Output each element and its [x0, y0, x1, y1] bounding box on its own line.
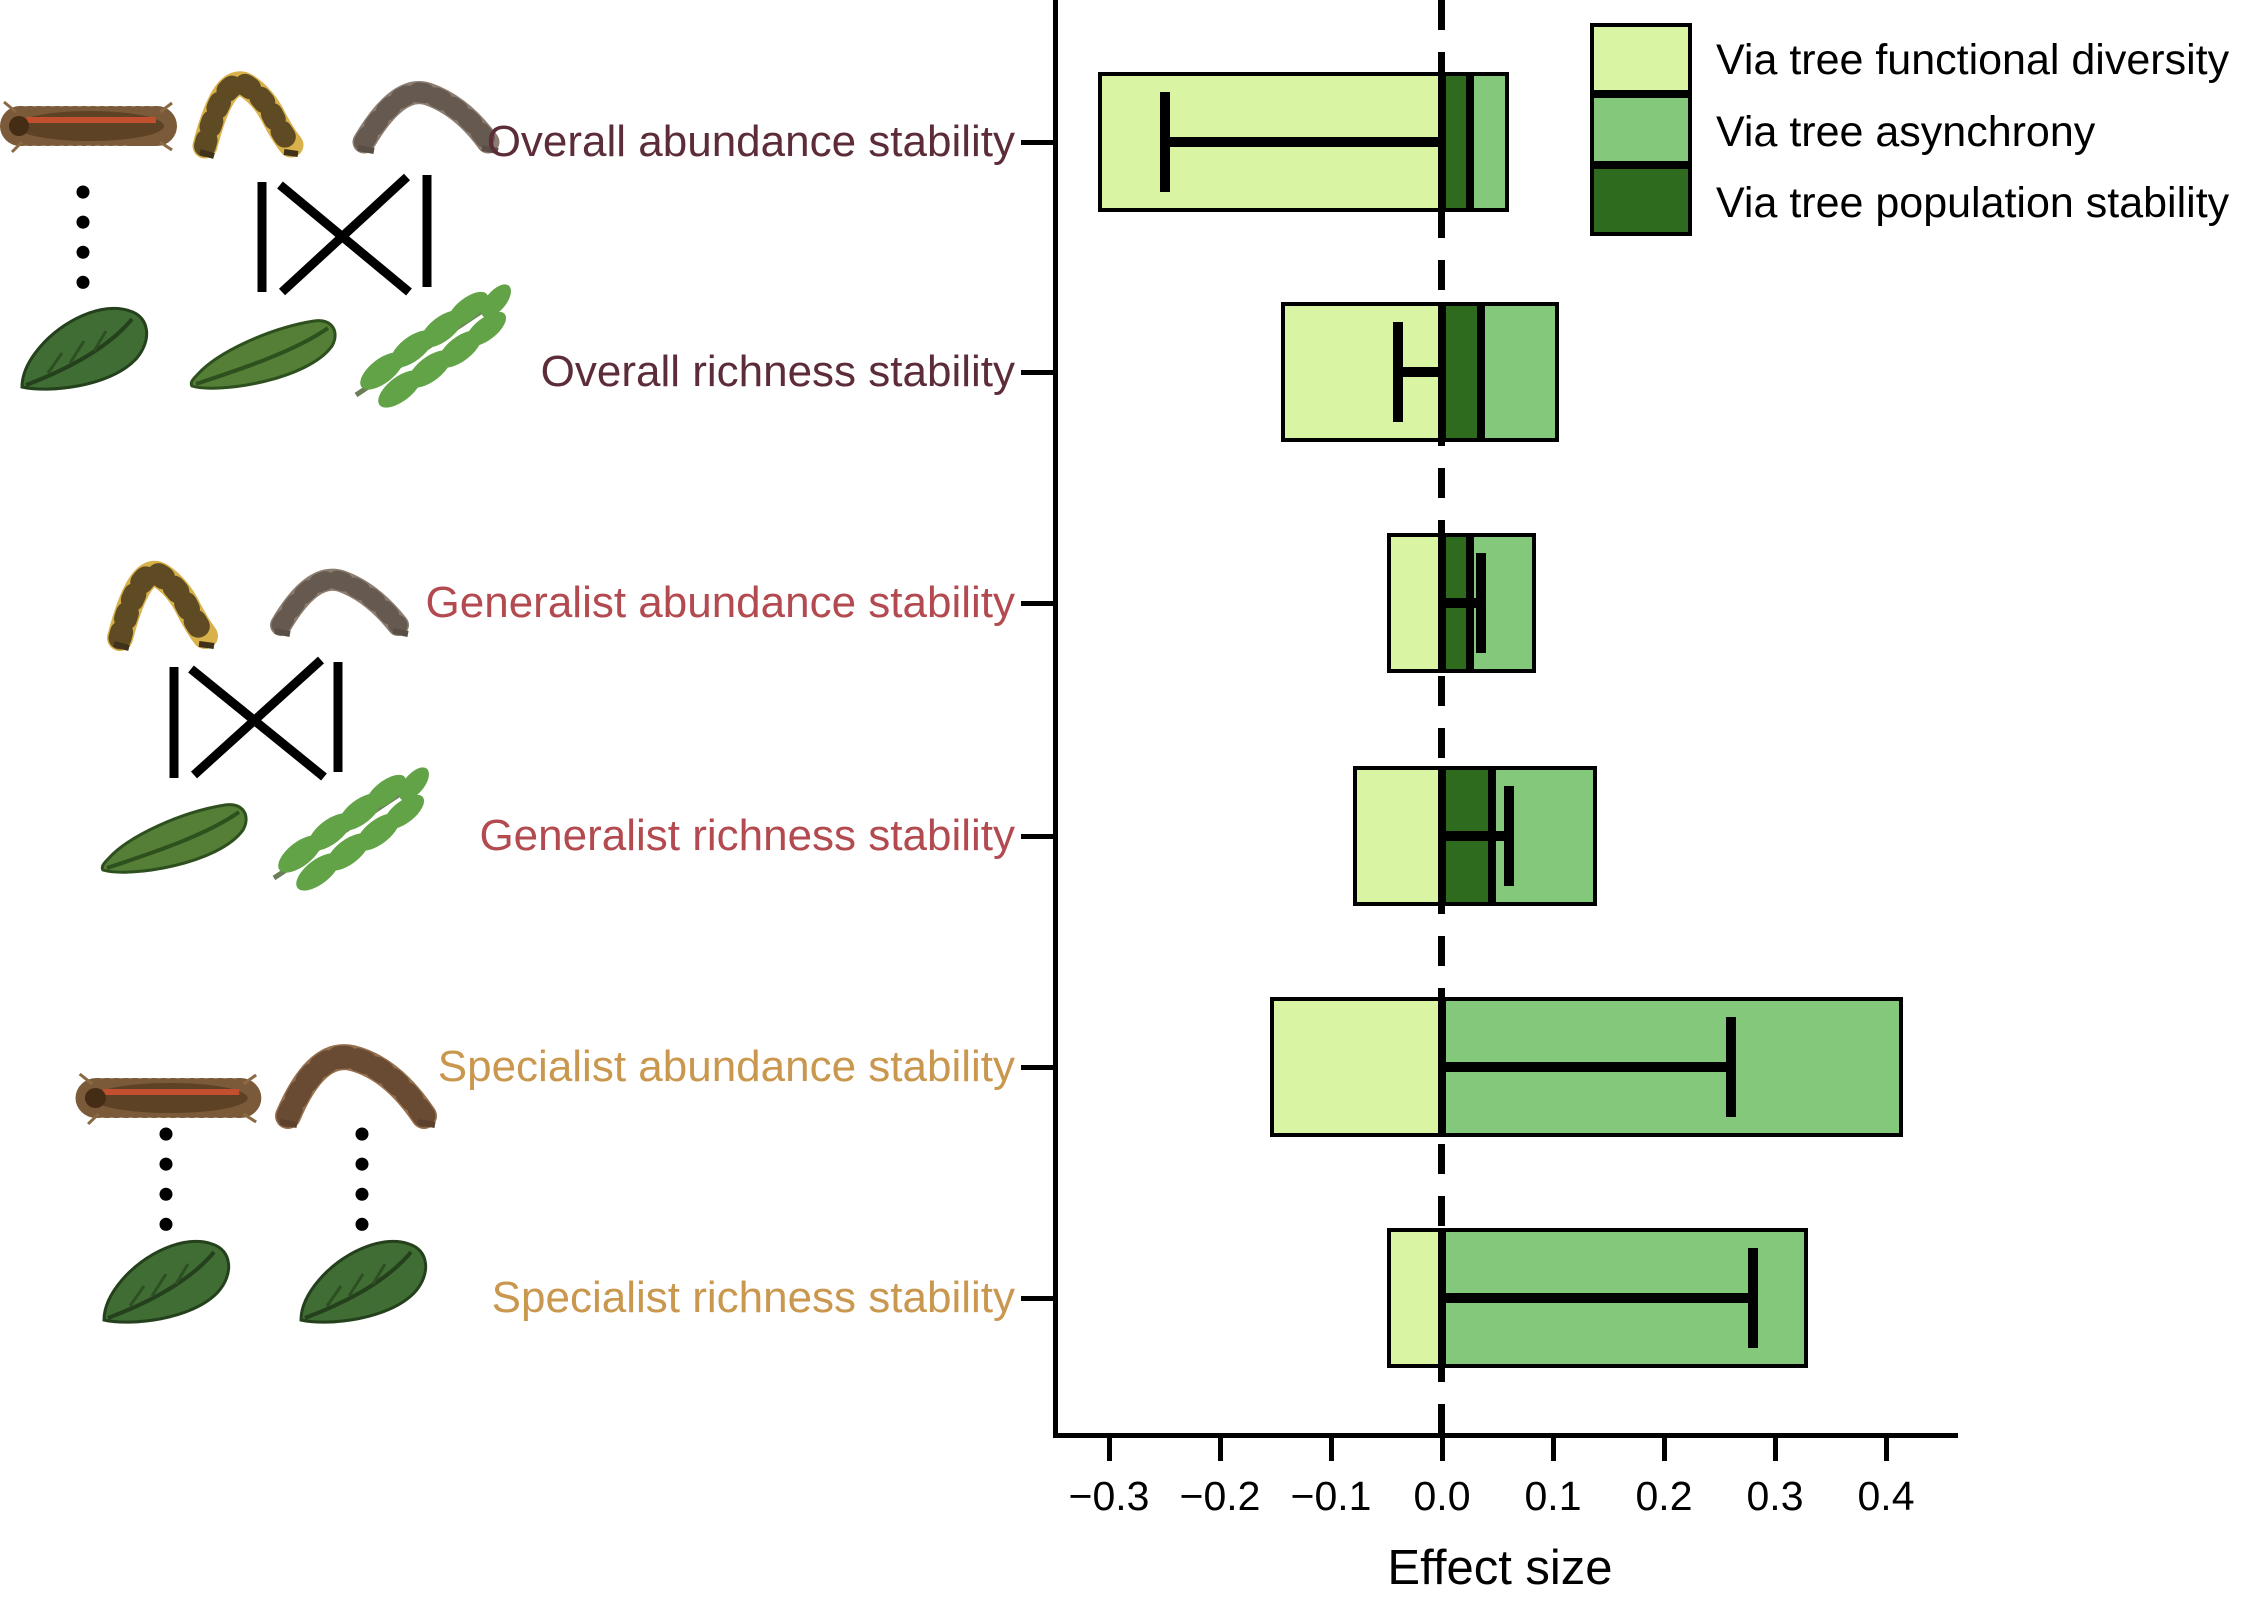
net-effect-cap — [1159, 92, 1170, 192]
x-tick-mark — [1773, 1433, 1778, 1461]
x-tick-mark — [1551, 1433, 1556, 1461]
net-effect-line — [1442, 1293, 1753, 1303]
zero-reference-dashed-line — [1438, 0, 1445, 1433]
x-tick-mark — [1440, 1433, 1445, 1461]
row-tick — [1021, 1065, 1053, 1070]
x-tick-label: 0.1 — [1524, 1473, 1582, 1519]
row-label-overall-abundance: Overall abundance stability — [486, 117, 1015, 166]
net-effect-line — [1442, 598, 1481, 608]
x-axis-line — [1053, 1433, 1958, 1438]
x-tick-label: 0.3 — [1746, 1473, 1804, 1519]
row-label-specialist-richness: Specialist richness stability — [491, 1273, 1015, 1322]
net-effect-cap — [1503, 786, 1514, 886]
net-effect-cap — [1747, 1248, 1758, 1348]
bar-segment-functional-diversity — [1386, 1228, 1442, 1368]
overall-foodweb — [4, 71, 517, 415]
row-tick — [1021, 140, 1053, 145]
yellow-caterpillar-icon — [107, 561, 218, 651]
row-tick — [1021, 601, 1053, 606]
row-label-generalist-abundance: Generalist abundance stability — [425, 578, 1015, 627]
net-effect-line — [1442, 831, 1509, 841]
x-tick-label: 0.0 — [1413, 1473, 1471, 1519]
generalist-foodweb — [100, 561, 434, 898]
x-tick-mark — [1662, 1433, 1667, 1461]
y-axis-spine — [1053, 0, 1058, 1435]
x-tick-label: −0.2 — [1179, 1473, 1261, 1519]
bar-segment-asynchrony — [1480, 302, 1559, 442]
bar-segment-functional-diversity — [1386, 533, 1442, 673]
gray-looper-caterpillar-icon — [270, 568, 409, 637]
legend-swatch-population-stability — [1590, 165, 1692, 236]
legend-label-functional-diversity: Via tree functional diversity — [1716, 36, 2230, 84]
row-label-overall-richness: Overall richness stability — [540, 347, 1015, 396]
x-tick-mark — [1107, 1433, 1112, 1461]
net-effect-cap — [1475, 553, 1486, 653]
x-tick-label: 0.4 — [1857, 1473, 1915, 1519]
yellow-caterpillar-icon — [192, 71, 304, 159]
row-tick — [1021, 370, 1053, 375]
mottled-looper-caterpillar-icon — [275, 1044, 437, 1129]
x-tick-label: −0.3 — [1068, 1473, 1150, 1519]
x-tick-label: 0.2 — [1635, 1473, 1693, 1519]
row-label-generalist-richness: Generalist richness stability — [479, 811, 1015, 860]
x-tick-mark — [1218, 1433, 1223, 1461]
bar-segment-population-stability — [1442, 302, 1481, 442]
x-tick-mark — [1884, 1433, 1889, 1461]
bar-segment-functional-diversity — [1269, 997, 1442, 1137]
row-tick — [1021, 834, 1053, 839]
net-effect-line — [1397, 367, 1442, 377]
legend-label-population-stability: Via tree population stability — [1716, 179, 2230, 227]
generalist-diet-links — [169, 656, 343, 781]
row-tick — [1021, 1296, 1053, 1301]
bar-segment-functional-diversity — [1353, 766, 1442, 906]
legend-label-asynchrony: Via tree asynchrony — [1716, 108, 2096, 156]
gray-looper-caterpillar-icon — [352, 81, 500, 154]
x-tick-mark — [1329, 1433, 1334, 1461]
net-effect-line — [1442, 1062, 1731, 1072]
net-effect-cap — [1725, 1017, 1736, 1117]
x-axis-title: Effect size — [1387, 1541, 1613, 1595]
bar-segment-population-stability — [1442, 72, 1470, 212]
legend-swatch-asynchrony — [1590, 94, 1692, 165]
row-label-specialist-abundance: Specialist abundance stability — [437, 1042, 1015, 1091]
legend-swatch-functional-diversity — [1590, 23, 1692, 94]
net-effect-line — [1164, 137, 1442, 147]
bar-segment-asynchrony — [1469, 72, 1509, 212]
generalist-diet-links — [257, 173, 432, 296]
x-tick-label: −0.1 — [1290, 1473, 1372, 1519]
net-effect-cap — [1392, 322, 1403, 422]
specialist-foodweb — [80, 1044, 437, 1325]
foodweb-illustration — [0, 71, 520, 1325]
